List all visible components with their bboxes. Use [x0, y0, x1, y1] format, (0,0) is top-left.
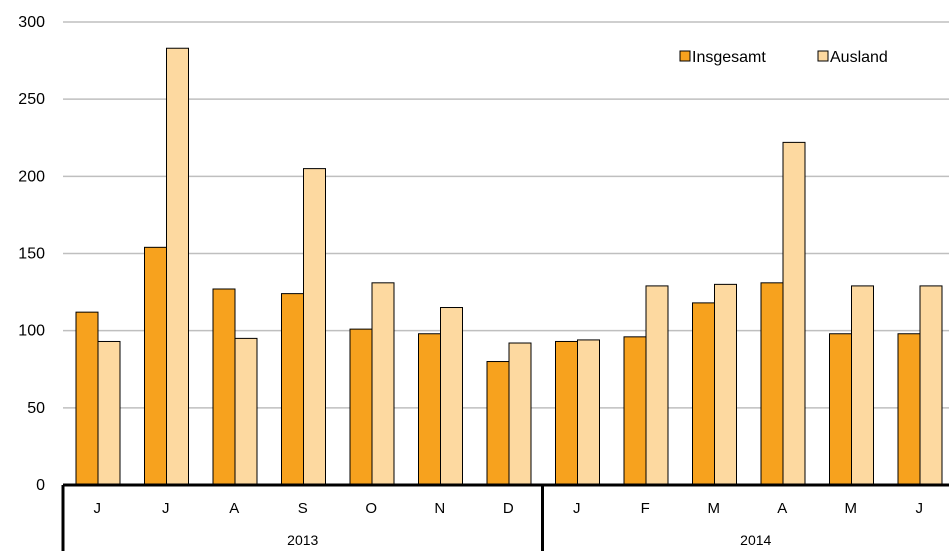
bar-insgesamt [623, 336, 647, 486]
x-tick-label: A [777, 500, 787, 517]
bar-ausland [508, 342, 532, 486]
bar-ausland [851, 285, 874, 486]
x-tick-label: J [916, 500, 924, 517]
legend: Insgesamt Ausland [679, 49, 888, 66]
legend-swatch-ausland [817, 50, 829, 62]
y-tick-label: 250 [18, 91, 45, 108]
bar-insgesamt [555, 340, 578, 486]
x-tick-label: N [434, 500, 445, 517]
bar-ausland [714, 283, 737, 486]
x-group-label: 2014 [740, 532, 771, 548]
bar-insgesamt [760, 282, 784, 486]
x-tick-label: J [94, 500, 102, 517]
y-tick-label: 200 [18, 168, 45, 185]
bar-ausland [303, 168, 326, 486]
gridlines [63, 21, 949, 409]
bar-ausland [234, 337, 258, 486]
bar-ausland [782, 141, 806, 486]
bar-insgesamt [692, 302, 715, 486]
bar-ausland [371, 282, 395, 486]
bar-ausland [97, 340, 121, 486]
bar-insgesamt [897, 333, 921, 486]
x-tick-label: M [708, 500, 721, 517]
x-tick-label: O [365, 500, 377, 517]
bar-insgesamt [486, 361, 510, 486]
x-tick-label: S [298, 500, 308, 517]
bar-insgesamt [75, 311, 99, 486]
bar-insgesamt [281, 293, 304, 486]
bar-insgesamt [144, 246, 167, 486]
bar-insgesamt [212, 288, 236, 486]
x-axis: J J A S O N D J F M A M J 2013 2014 [61, 483, 949, 551]
x-tick-label: D [503, 500, 514, 517]
x-tick-label: A [229, 500, 239, 517]
y-tick-label: 50 [27, 400, 45, 417]
bars [75, 47, 943, 486]
bar-insgesamt [349, 328, 373, 486]
y-tick-label: 0 [36, 477, 45, 494]
x-tick-label: J [573, 500, 581, 517]
y-axis-tick-labels: 0 50 100 150 200 250 300 [18, 14, 45, 494]
x-group-label: 2013 [287, 532, 318, 548]
bar-ausland [645, 285, 669, 486]
bar-insgesamt [418, 333, 441, 486]
legend-label: Insgesamt [692, 49, 766, 66]
bar-ausland [919, 285, 943, 486]
legend-swatch-insgesamt [679, 50, 691, 62]
bar-ausland [577, 339, 600, 486]
bar-insgesamt [829, 333, 852, 486]
legend-label: Ausland [830, 49, 888, 66]
bar-ausland [166, 47, 189, 486]
bar-ausland [440, 307, 463, 486]
y-tick-label: 150 [18, 246, 45, 263]
x-tick-label: F [641, 500, 650, 517]
x-tick-label: M [845, 500, 858, 517]
y-tick-label: 300 [18, 14, 45, 31]
y-tick-label: 100 [18, 323, 45, 340]
x-tick-label: J [162, 500, 170, 517]
